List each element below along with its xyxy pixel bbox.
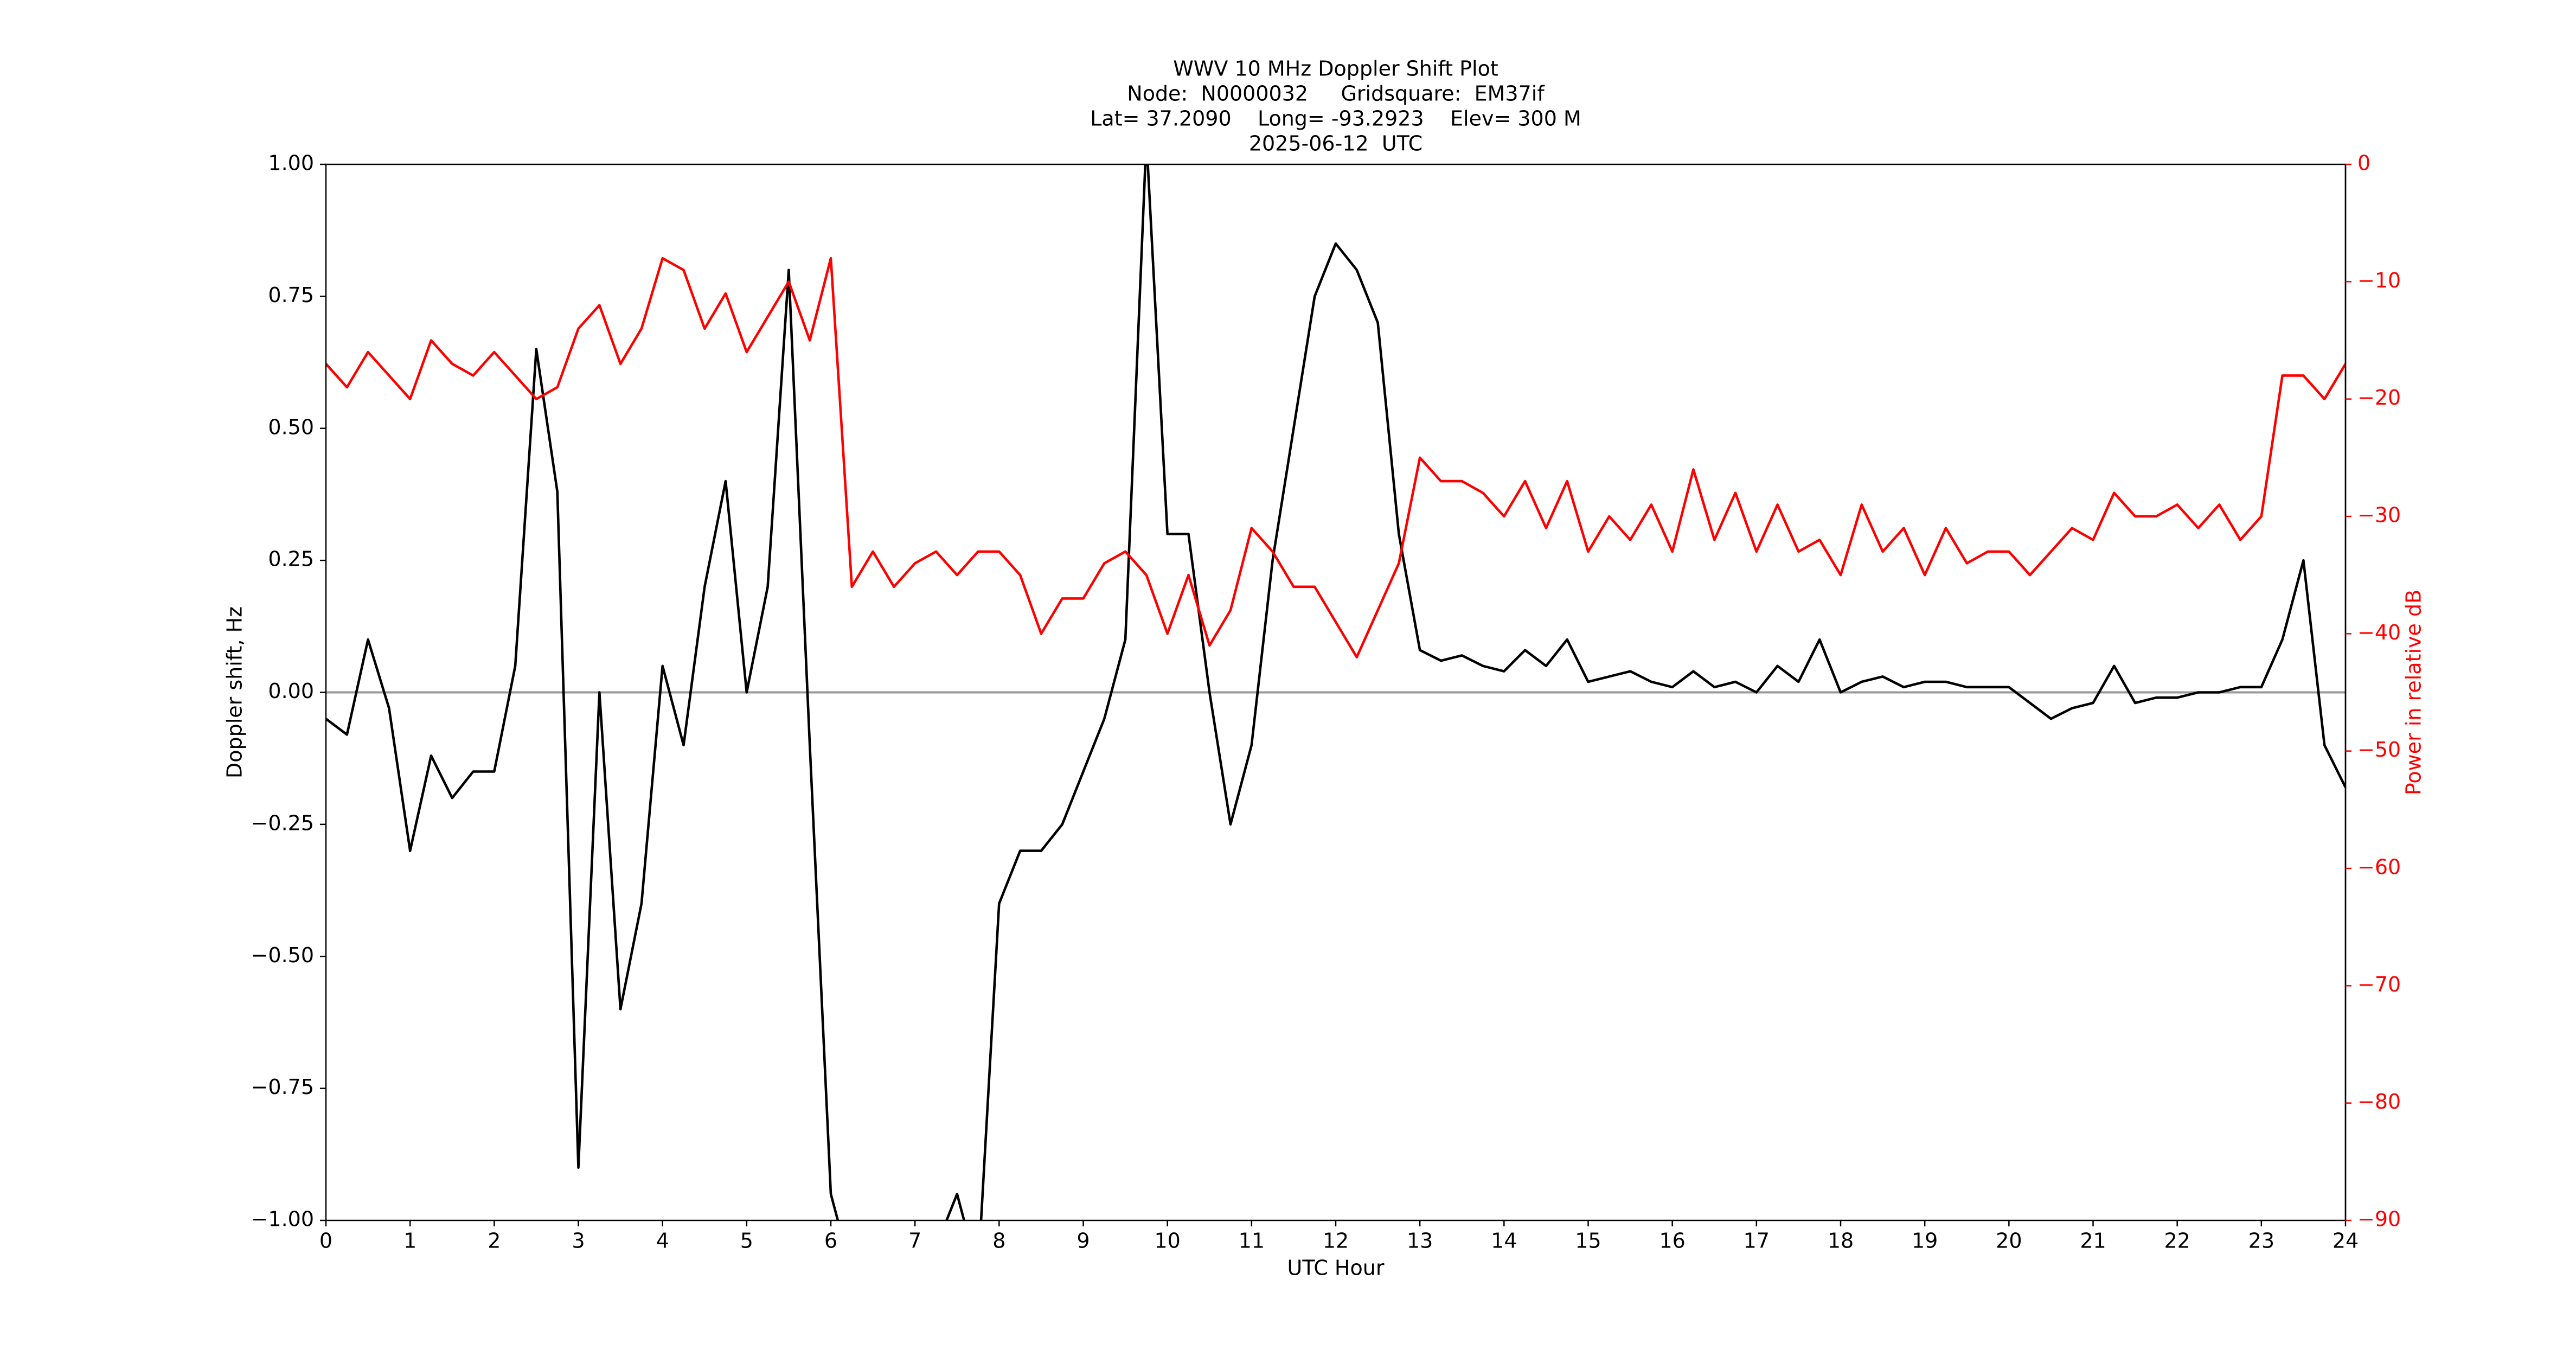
y2-tick-label: −10: [2357, 268, 2401, 292]
x-tick-label: 16: [1659, 1229, 1685, 1253]
x-tick-label: 0: [319, 1229, 332, 1253]
y-tick-label: −0.50: [251, 943, 314, 967]
y-tick-label: 0.00: [268, 679, 314, 703]
x-tick-label: 14: [1491, 1229, 1517, 1253]
x-tick-label: 5: [740, 1229, 753, 1253]
x-tick-label: 18: [1828, 1229, 1854, 1253]
x-tick-label: 20: [1996, 1229, 2022, 1253]
x-tick-label: 7: [908, 1229, 921, 1253]
x-tick-label: 15: [1575, 1229, 1601, 1253]
x-tick-label: 10: [1154, 1229, 1180, 1253]
x-tick-label: 11: [1239, 1229, 1265, 1253]
chart-title: WWV 10 MHz Doppler Shift Plot: [1173, 57, 1498, 81]
x-tick-label: 21: [2080, 1229, 2106, 1253]
y-tick-label: 0.25: [268, 547, 314, 571]
y2-tick-label: −20: [2357, 386, 2401, 410]
plot-area: [326, 164, 2346, 1220]
x-tick-label: 8: [992, 1229, 1005, 1253]
y-tick-label: 0.75: [268, 283, 314, 307]
y2-tick-label: −70: [2357, 973, 2401, 996]
x-tick-label: 3: [572, 1229, 585, 1253]
chart-title: Node: N0000032 Gridsquare: EM37if: [1127, 82, 1545, 106]
x-axis-label: UTC Hour: [1287, 1256, 1385, 1280]
y2-tick-label: 0: [2357, 151, 2370, 175]
data-line: [326, 257, 2346, 658]
chart-title: Lat= 37.2090 Long= -93.2923 Elev= 300 M: [1090, 107, 1581, 131]
y-tick-label: −0.25: [251, 811, 314, 835]
x-tick-label: 22: [2164, 1229, 2190, 1253]
y2-axis-label: Power in relative dB: [2402, 590, 2426, 795]
data-line: [326, 164, 2346, 1220]
y-tick-label: 0.50: [268, 415, 314, 439]
x-tick-label: 2: [488, 1229, 501, 1253]
x-tick-label: 9: [1076, 1229, 1090, 1253]
y2-tick-label: −50: [2357, 738, 2401, 762]
y-axis-label: Doppler shift, Hz: [223, 606, 247, 778]
x-tick-label: 4: [656, 1229, 669, 1253]
y2-tick-label: −30: [2357, 503, 2401, 527]
y2-tick-label: −40: [2357, 621, 2401, 644]
y-tick-label: −0.75: [251, 1075, 314, 1099]
y2-tick-label: −80: [2357, 1090, 2401, 1114]
y-tick-label: −1.00: [251, 1207, 314, 1231]
x-tick-label: 17: [1744, 1229, 1770, 1253]
x-tick-label: 13: [1407, 1229, 1433, 1253]
x-tick-label: 23: [2248, 1229, 2274, 1253]
y2-tick-label: −60: [2357, 855, 2401, 879]
x-tick-label: 19: [1912, 1229, 1938, 1253]
chart-title: 2025-06-12 UTC: [1249, 132, 1422, 156]
x-tick-label: 24: [2333, 1229, 2359, 1253]
x-tick-label: 12: [1323, 1229, 1349, 1253]
x-tick-label: 6: [824, 1229, 837, 1253]
y-tick-label: 1.00: [268, 151, 314, 175]
x-tick-label: 1: [403, 1229, 416, 1253]
y2-tick-label: −90: [2357, 1207, 2401, 1231]
